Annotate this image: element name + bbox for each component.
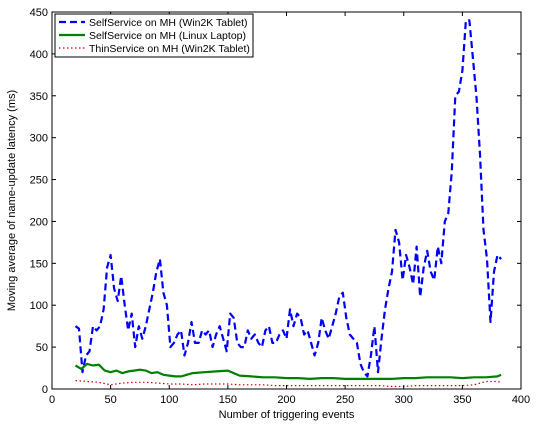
y-tick-label: 350 — [30, 91, 48, 103]
y-axis-label: Moving average of name-update latency (m… — [6, 90, 18, 311]
legend-box — [54, 13, 254, 58]
legend-label-series-1: SelfService on MH (Linux Laptop) — [89, 30, 246, 42]
y-tick-label: 200 — [30, 216, 48, 228]
x-tick-label: 300 — [395, 394, 413, 406]
ticks-layer: 0 50 100 150 200 250 300 350 400 0 50 100 150 200 250 3… — [30, 7, 531, 406]
y-tick-label: 100 — [30, 300, 48, 312]
y-tick-label: 250 — [30, 175, 48, 187]
series-line-0 — [74, 19, 502, 378]
x-tick-label: 250 — [336, 394, 354, 406]
series-layer — [74, 19, 502, 388]
x-tick-label: 350 — [453, 394, 471, 406]
x-tick-label: 400 — [512, 394, 530, 406]
series-line-1 — [74, 362, 502, 380]
y-tick-label: 50 — [36, 342, 48, 354]
y-tick-label: 300 — [30, 133, 48, 145]
x-tick-label: 200 — [277, 394, 295, 406]
x-tick-label: 150 — [219, 394, 237, 406]
x-axis-label: Number of triggering events — [219, 409, 355, 421]
legend-label-series-0: SelfService on MH (Win2K Tablet) — [89, 17, 248, 29]
y-tick-label: 400 — [30, 49, 48, 61]
x-tick-label: 100 — [160, 394, 178, 406]
x-tick-label: 50 — [105, 394, 117, 406]
y-tick-label: 0 — [42, 384, 48, 396]
series-line-2 — [75, 380, 502, 388]
y-tick-label: 450 — [30, 7, 48, 19]
plot-area: 0 50 100 150 200 250 300 350 400 0 50 100 150 200 250 3… — [30, 7, 531, 406]
x-tick-label: 0 — [49, 394, 55, 406]
legend-label-series-2: ThinService on MH (Win2K Tablet) — [89, 43, 250, 55]
legend: SelfService on MH (Win2K Tablet) SelfSer… — [54, 13, 254, 58]
y-tick-label: 150 — [30, 258, 48, 270]
